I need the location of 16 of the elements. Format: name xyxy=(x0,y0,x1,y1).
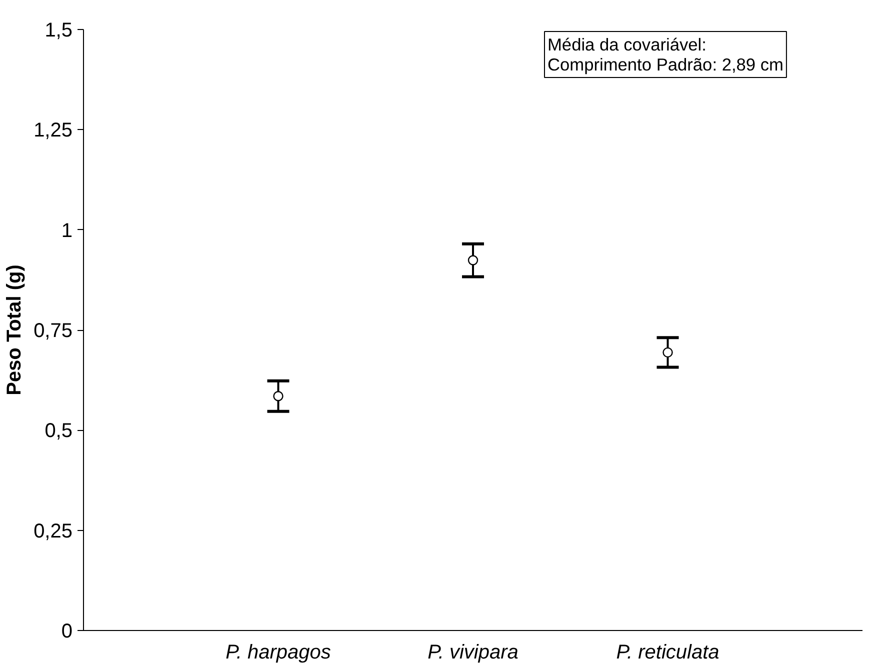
y-tick-label: 1,25 xyxy=(34,120,73,142)
annotation: Média da covariável: xyxy=(548,34,706,54)
y-axis-title: Peso Total (g) xyxy=(4,264,26,396)
y-tick-label: 0 xyxy=(61,620,72,642)
y-tick-label: 0,75 xyxy=(34,320,73,342)
y-tick-label: 1 xyxy=(61,220,72,242)
x-tick-label: P. vivipara xyxy=(428,642,518,664)
y-tick-label: 1,5 xyxy=(44,20,73,42)
annotation: Comprimento Padrão: 2,89 cm xyxy=(548,54,784,74)
point xyxy=(662,347,673,358)
y-tick-label: 0,5 xyxy=(44,420,73,442)
point xyxy=(273,391,284,402)
x-tick-label: P. reticulata xyxy=(616,642,720,664)
point xyxy=(468,255,478,266)
y-tick-label: 0,25 xyxy=(34,520,73,542)
x-tick-label: P. harpagos xyxy=(226,642,331,664)
